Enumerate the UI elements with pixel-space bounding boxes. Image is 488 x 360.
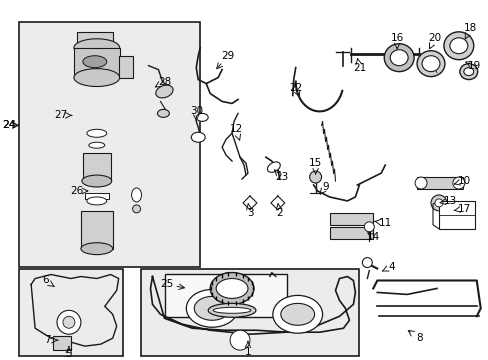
Text: 30: 30 [189, 107, 203, 116]
Bar [329, 213, 372, 225]
Text: 10: 10 [457, 176, 470, 186]
Text: 18: 18 [463, 23, 476, 33]
Ellipse shape [87, 197, 106, 205]
Bar [53, 336, 71, 350]
Circle shape [362, 258, 371, 267]
Text: 1: 1 [244, 347, 251, 357]
Circle shape [434, 199, 442, 207]
Text: 4: 4 [388, 262, 395, 271]
Bar [19, 269, 122, 356]
Ellipse shape [384, 44, 413, 72]
Text: 14: 14 [366, 232, 379, 242]
Text: 8: 8 [415, 333, 422, 343]
Ellipse shape [208, 303, 255, 317]
Text: 23: 23 [275, 172, 288, 182]
Ellipse shape [74, 39, 120, 57]
Ellipse shape [87, 129, 106, 137]
Ellipse shape [216, 279, 247, 298]
Text: 21: 21 [352, 63, 365, 73]
Circle shape [309, 171, 321, 183]
Bar [77, 32, 112, 44]
Text: 5: 5 [65, 349, 72, 359]
Circle shape [132, 205, 140, 213]
Ellipse shape [82, 56, 106, 68]
Bar [74, 48, 120, 78]
Ellipse shape [463, 68, 473, 76]
Ellipse shape [131, 188, 141, 202]
Circle shape [230, 330, 249, 350]
Text: 28: 28 [158, 77, 171, 86]
Text: 9: 9 [322, 182, 328, 192]
Text: 24: 24 [2, 120, 17, 130]
Bar [329, 227, 372, 239]
Text: 13: 13 [444, 196, 457, 206]
Text: 15: 15 [308, 158, 322, 168]
Ellipse shape [74, 69, 120, 86]
Text: 27: 27 [54, 111, 67, 120]
Ellipse shape [89, 142, 104, 148]
Ellipse shape [81, 243, 112, 255]
Text: 24: 24 [2, 120, 16, 130]
Bar [19, 22, 200, 266]
Text: 2: 2 [276, 208, 283, 218]
Text: 17: 17 [457, 204, 470, 214]
Circle shape [452, 177, 464, 189]
Ellipse shape [157, 109, 169, 117]
Circle shape [63, 316, 75, 328]
Text: 22: 22 [288, 82, 302, 93]
Ellipse shape [449, 38, 467, 54]
Circle shape [430, 195, 446, 211]
Ellipse shape [81, 175, 111, 187]
Ellipse shape [191, 132, 205, 142]
Text: 7: 7 [43, 335, 50, 345]
Text: 29: 29 [221, 51, 234, 61]
Text: 20: 20 [427, 33, 441, 43]
Text: 16: 16 [390, 33, 403, 43]
Circle shape [57, 310, 81, 334]
Bar [85, 193, 108, 199]
Bar [81, 211, 112, 249]
Ellipse shape [196, 113, 208, 121]
Ellipse shape [459, 64, 477, 80]
Bar [416, 177, 462, 189]
Bar [119, 56, 132, 78]
Ellipse shape [389, 50, 407, 66]
Circle shape [364, 222, 373, 232]
Ellipse shape [156, 85, 173, 98]
Ellipse shape [416, 51, 444, 77]
Text: 3: 3 [246, 208, 253, 218]
Ellipse shape [194, 296, 230, 320]
Ellipse shape [280, 303, 314, 325]
Ellipse shape [210, 273, 253, 304]
Ellipse shape [267, 162, 280, 172]
Bar [82, 153, 110, 181]
Ellipse shape [272, 296, 322, 333]
Text: 19: 19 [467, 60, 480, 71]
Text: 12: 12 [229, 124, 242, 134]
Text: 6: 6 [41, 275, 48, 285]
Text: 11: 11 [378, 218, 391, 228]
Ellipse shape [186, 289, 238, 327]
Ellipse shape [443, 32, 473, 60]
Circle shape [414, 177, 426, 189]
Ellipse shape [213, 307, 250, 313]
Bar [165, 274, 286, 317]
Text: 25: 25 [160, 279, 173, 289]
Text: 26: 26 [70, 186, 83, 196]
Ellipse shape [421, 56, 439, 72]
Bar [140, 269, 359, 356]
Bar [438, 201, 474, 229]
